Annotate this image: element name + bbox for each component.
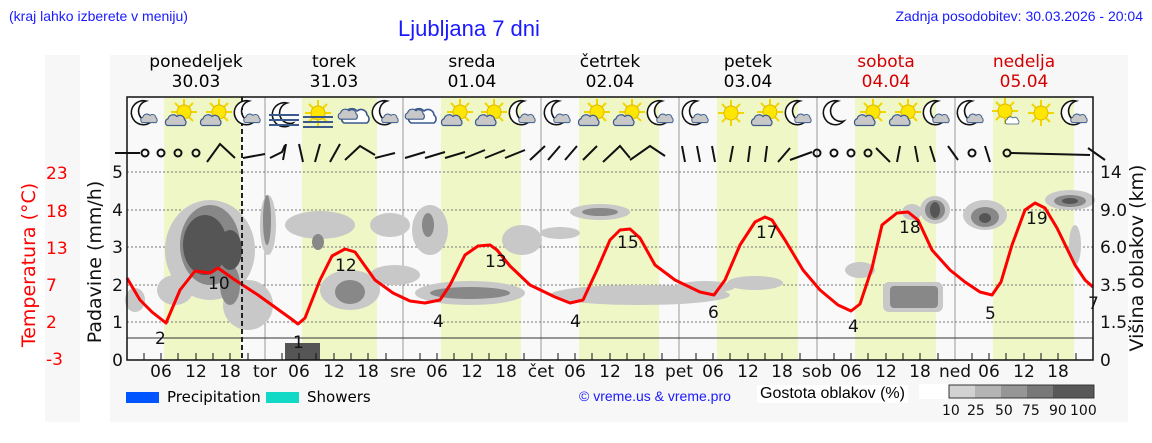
svg-text:06: 06 bbox=[840, 362, 862, 382]
svg-text:2: 2 bbox=[112, 276, 123, 296]
svg-text:18: 18 bbox=[357, 362, 379, 382]
svg-text:ned: ned bbox=[939, 362, 971, 382]
svg-text:12: 12 bbox=[737, 362, 759, 382]
svg-text:06: 06 bbox=[426, 362, 448, 382]
svg-text:06: 06 bbox=[564, 362, 586, 382]
precip-axis-label: Padavine (mm/h) bbox=[84, 181, 106, 344]
svg-text:3: 3 bbox=[112, 238, 123, 258]
cloud-density-layer bbox=[125, 190, 1095, 360]
svg-text:25: 25 bbox=[967, 403, 985, 419]
svg-text:18: 18 bbox=[1047, 362, 1069, 382]
svg-text:17: 17 bbox=[756, 223, 778, 243]
svg-text:pet: pet bbox=[665, 362, 693, 382]
svg-text:-3: -3 bbox=[46, 350, 63, 370]
svg-text:13: 13 bbox=[485, 252, 507, 272]
wind-barbs-row bbox=[115, 142, 1106, 163]
svg-text:2: 2 bbox=[46, 313, 57, 333]
svg-text:12: 12 bbox=[1013, 362, 1035, 382]
svg-text:5: 5 bbox=[985, 304, 996, 324]
svg-text:0: 0 bbox=[112, 351, 123, 371]
cloud-height-axis-label: Višina oblakov (km) bbox=[1126, 165, 1148, 352]
svg-text:18: 18 bbox=[633, 362, 655, 382]
svg-text:5: 5 bbox=[112, 163, 123, 183]
day-header-fri: petek 03.04 bbox=[723, 52, 773, 92]
svg-text:75: 75 bbox=[1022, 403, 1040, 419]
svg-text:06: 06 bbox=[150, 362, 172, 382]
page-title: Ljubljana 7 dni bbox=[398, 16, 540, 41]
svg-text:06: 06 bbox=[978, 362, 1000, 382]
day-header-tue: torek 31.03 bbox=[309, 52, 359, 92]
temperature-labels: 2 10 1 12 4 13 4 15 6 17 4 18 5 19 7 bbox=[155, 209, 1099, 353]
svg-text:06: 06 bbox=[288, 362, 310, 382]
svg-text:18: 18 bbox=[899, 218, 921, 238]
svg-text:12: 12 bbox=[335, 256, 357, 276]
svg-text:10: 10 bbox=[208, 274, 230, 294]
legend-showers: Showers bbox=[266, 388, 371, 406]
showers-swatch bbox=[266, 391, 299, 403]
svg-text:12: 12 bbox=[185, 362, 207, 382]
svg-text:4: 4 bbox=[112, 201, 123, 221]
svg-text:9.0: 9.0 bbox=[1100, 201, 1127, 221]
day-header-wed: sreda 01.04 bbox=[447, 52, 497, 92]
temp-axis-ticks: 23 18 13 7 2 -3 bbox=[46, 164, 68, 370]
legend-precipitation: Precipitation bbox=[126, 388, 261, 406]
svg-text:6.0: 6.0 bbox=[1100, 238, 1127, 258]
cloud-height-axis-ticks: 0 1.5 3.5 6.0 9.0 14 bbox=[1100, 163, 1127, 371]
svg-text:15: 15 bbox=[617, 233, 639, 253]
svg-text:12: 12 bbox=[323, 362, 345, 382]
hour-ticks bbox=[143, 353, 1077, 360]
temperature-line bbox=[125, 201, 1094, 326]
svg-text:18: 18 bbox=[495, 362, 517, 382]
svg-text:23: 23 bbox=[46, 164, 68, 184]
copyright-link[interactable]: © vreme.us & vreme.pro bbox=[579, 388, 731, 404]
day-header-mon: ponedeljek 30.03 bbox=[149, 52, 243, 92]
svg-text:18: 18 bbox=[771, 362, 793, 382]
cloud-density-ticks: 10 25 50 75 90 100 bbox=[942, 403, 1097, 419]
svg-text:4: 4 bbox=[570, 312, 581, 332]
svg-text:19: 19 bbox=[1026, 209, 1048, 229]
cloud-density-scale bbox=[919, 384, 1096, 399]
day-header-thu: četrtek 02.04 bbox=[579, 52, 641, 92]
svg-text:7: 7 bbox=[46, 276, 57, 296]
svg-text:1: 1 bbox=[293, 333, 304, 353]
svg-text:13: 13 bbox=[46, 239, 68, 259]
svg-text:12: 12 bbox=[461, 362, 483, 382]
svg-text:12: 12 bbox=[875, 362, 897, 382]
svg-text:100: 100 bbox=[1070, 403, 1097, 419]
svg-text:1: 1 bbox=[112, 313, 123, 333]
svg-text:90: 90 bbox=[1049, 403, 1067, 419]
svg-text:6: 6 bbox=[708, 303, 719, 323]
hour-labels: 06 12 18 tor 06 12 18 sre 06 12 18 čet 06 12 18 … bbox=[150, 362, 1069, 382]
svg-text:tor: tor bbox=[253, 362, 277, 382]
svg-text:sob: sob bbox=[802, 362, 832, 382]
svg-text:3.5: 3.5 bbox=[1100, 276, 1127, 296]
svg-text:2: 2 bbox=[155, 329, 166, 349]
svg-text:10: 10 bbox=[942, 403, 960, 419]
svg-text:0: 0 bbox=[1100, 351, 1111, 371]
svg-text:4: 4 bbox=[433, 312, 444, 332]
precip-axis-ticks: 0 1 2 3 4 5 bbox=[112, 163, 123, 371]
svg-text:12: 12 bbox=[599, 362, 621, 382]
svg-text:18: 18 bbox=[909, 362, 931, 382]
svg-text:sre: sre bbox=[390, 362, 416, 382]
svg-text:4: 4 bbox=[848, 317, 859, 337]
svg-text:14: 14 bbox=[1100, 163, 1122, 183]
svg-text:1.5: 1.5 bbox=[1100, 313, 1127, 333]
svg-text:18: 18 bbox=[219, 362, 241, 382]
last-update: Zadnja posodobitev: 30.03.2026 - 20:04 bbox=[895, 8, 1143, 24]
location-hint[interactable]: (kraj lahko izberete v meniju) bbox=[9, 8, 188, 24]
svg-text:18: 18 bbox=[46, 202, 68, 222]
cloud-density-label: Gostota oblakov (%) bbox=[757, 385, 908, 403]
svg-text:50: 50 bbox=[995, 403, 1013, 419]
precipitation-swatch bbox=[126, 391, 159, 403]
svg-text:06: 06 bbox=[702, 362, 724, 382]
temp-axis-label: Temperatura (°C) bbox=[18, 183, 40, 348]
temperature-axis-panel bbox=[45, 55, 80, 422]
day-header-sun: nedelja 05.04 bbox=[992, 52, 1056, 92]
svg-text:čet: čet bbox=[528, 362, 555, 382]
day-header-sat: sobota 04.04 bbox=[857, 52, 915, 92]
